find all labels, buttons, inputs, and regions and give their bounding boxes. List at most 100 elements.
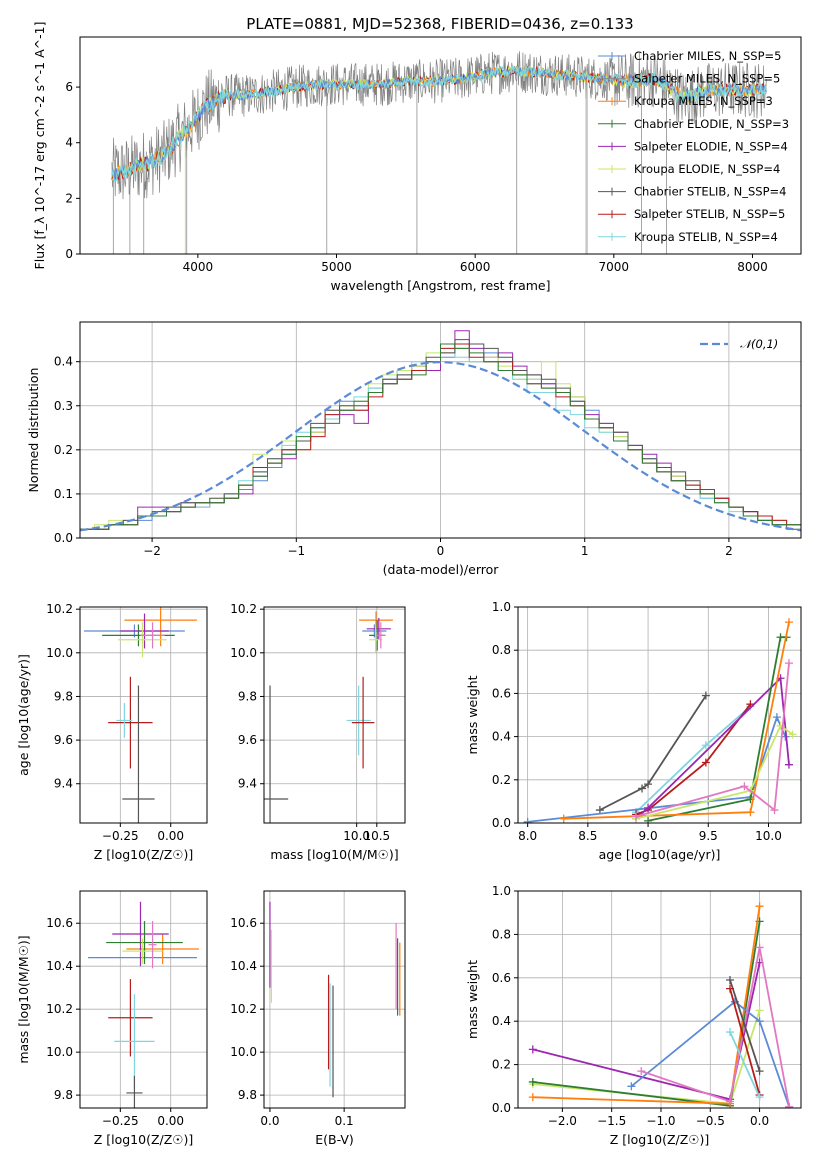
y-tick-label: 10.2	[230, 1002, 257, 1016]
series-point-marker	[726, 1097, 735, 1106]
series-point-marker	[785, 1102, 794, 1108]
legend-label: Salpeter STELIB, N_SSP=5	[634, 207, 785, 221]
y-tick-label: 0.0	[54, 531, 73, 545]
errorbar-point	[108, 676, 153, 769]
mass_vs_EBV-plot	[269, 901, 401, 1098]
model-spectrum-line	[111, 64, 767, 182]
x-axis-label: Z [log10(Z/Z☉)]	[610, 1132, 710, 1147]
age_vs_mass-plot	[264, 611, 393, 823]
x-axis-label: Z [log10(Z/Z☉)]	[94, 1132, 194, 1147]
series-point-marker	[644, 803, 653, 812]
y-tick-label: 9.8	[54, 1088, 73, 1102]
x-axis-label: wavelength [Angstrom, rest frame]	[330, 278, 550, 293]
y-tick-label: 9.8	[238, 689, 257, 703]
y-tick-label: 10.6	[230, 916, 257, 930]
spectrum-plot	[111, 51, 767, 254]
y-tick-label: 10.0	[46, 1045, 73, 1059]
axes-frame	[79, 606, 208, 824]
x-tick-label: 9.5	[699, 829, 718, 843]
errorbar-point	[124, 607, 197, 647]
errorbar-point	[108, 979, 153, 1057]
x-tick-label: 0.00	[157, 1114, 184, 1128]
y-tick-label: 0.2	[492, 773, 511, 787]
x-tick-label: 8000	[737, 260, 768, 274]
mass_vs_Z-axes: −0.25 0.00 9.8 10.0 10.2 10.4 10.6 Z [log10(Z/Z…	[16, 891, 207, 1147]
y-tick-label: 0.2	[492, 1058, 511, 1072]
series-line	[527, 714, 787, 823]
series-point-marker	[726, 984, 735, 993]
x-tick-label: 0.1	[335, 1114, 354, 1128]
residuals-plot	[80, 330, 801, 538]
y-tick-label: 10.2	[230, 602, 257, 616]
series-line	[729, 979, 761, 1072]
y-tick-label: 10.4	[46, 959, 73, 973]
series-line	[729, 988, 761, 1096]
series-line	[599, 695, 707, 811]
y-tick-label: 0.6	[492, 686, 511, 700]
y-tick-label: 10.4	[230, 959, 257, 973]
x-tick-label: 2	[725, 544, 733, 558]
x-tick-label: −0.5	[696, 1114, 725, 1128]
y-tick-label: 2	[65, 191, 73, 205]
series-point-marker	[772, 713, 781, 722]
x-axis-label: (data-model)/error	[383, 562, 500, 577]
y-axis-label: mass weight	[465, 960, 480, 1039]
y-tick-label: 0.8	[492, 927, 511, 941]
y-tick-label: 0	[65, 247, 73, 261]
series-point-marker	[788, 730, 797, 739]
errorbar-point	[366, 617, 391, 640]
series-point-marker	[701, 741, 710, 750]
y-axis-label: mass [log10(M/M☉)]	[16, 935, 31, 1063]
spectrum-legend: Chabrier MILES, N_SSP=5 Salpeter MILES, N…	[598, 49, 789, 244]
legend-label: Chabrier ELODIE, N_SSP=3	[634, 117, 789, 131]
y-axis-label: age [log10(age/yr)]	[16, 654, 31, 776]
mass_vs_EBV-axes: 0.0 0.1 9.8 10.0 10.2 10.4 10.6 E(B-V)	[230, 891, 405, 1147]
series-point-marker	[632, 812, 641, 821]
series-point-marker	[595, 806, 604, 815]
axes-frame	[263, 606, 406, 824]
x-tick-label: −0.25	[102, 829, 139, 843]
y-tick-label: 9.6	[54, 733, 73, 747]
y-tick-label: 10.0	[46, 646, 73, 660]
series-point-marker	[528, 1093, 537, 1102]
series-point-marker	[740, 782, 749, 791]
series-point-marker	[755, 943, 764, 952]
residuals-legend: 𝒩(0,1)	[700, 337, 778, 351]
series-point-marker	[770, 806, 779, 815]
age_vs_Z-axes: −0.25 0.00 9.4 9.6 9.8 10.0 10.2 Z [log10(Z/Z☉)…	[16, 602, 207, 862]
errorbar-point	[346, 685, 371, 756]
errorbar-point	[126, 1075, 143, 1108]
y-tick-label: 1.0	[492, 600, 511, 614]
histogram-step-line	[80, 343, 801, 538]
axes-frame	[79, 36, 802, 255]
x-tick-label: −1	[287, 544, 305, 558]
series-line-group	[726, 975, 764, 1076]
y-tick-label: 0.3	[54, 399, 73, 413]
y-tick-label: 10.2	[46, 602, 73, 616]
y-tick-label: 10.2	[46, 1002, 73, 1016]
x-tick-label: 10.0	[755, 829, 782, 843]
series-point-marker	[755, 1006, 764, 1015]
series-line	[635, 724, 794, 820]
x-tick-label: 10.0	[343, 829, 370, 843]
x-tick-label: 0.00	[157, 829, 184, 843]
legend-label: Chabrier STELIB, N_SSP=4	[634, 185, 786, 199]
x-tick-label: −2	[143, 544, 161, 558]
series-point-marker	[746, 808, 755, 817]
y-tick-label: 9.4	[54, 777, 73, 791]
y-tick-label: 9.8	[54, 689, 73, 703]
legend-label: Salpeter ELODIE, N_SSP=4	[634, 139, 788, 153]
axes-frame	[517, 890, 802, 1109]
errorbar-point	[120, 613, 169, 649]
y-tick-label: 9.6	[238, 733, 257, 747]
x-tick-label: 8.5	[578, 829, 597, 843]
series-line-group	[528, 917, 764, 1108]
x-tick-label: 4000	[183, 260, 214, 274]
mass_weight_vs_age-plot	[523, 618, 797, 823]
series-line-group	[632, 721, 797, 823]
errorbar-point	[264, 685, 289, 823]
y-tick-label: 9.8	[238, 1088, 257, 1102]
errorbar-point	[112, 901, 169, 967]
y-tick-label: 0.6	[492, 971, 511, 985]
legend-label: Kroupa STELIB, N_SSP=4	[634, 230, 778, 244]
